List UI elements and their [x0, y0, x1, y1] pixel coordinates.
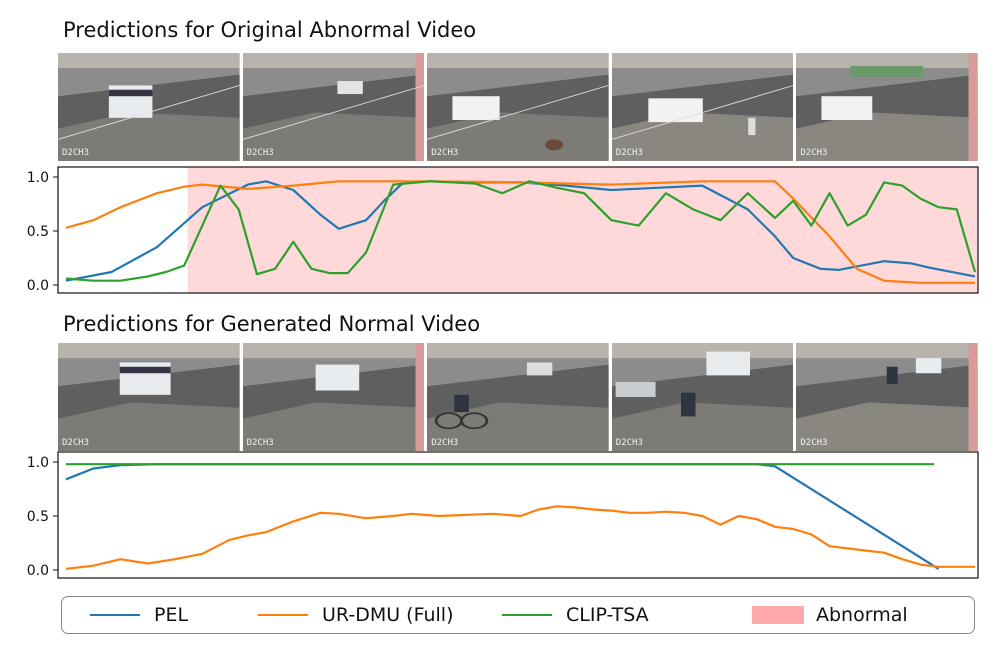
legend-line-cliptsa [502, 614, 552, 616]
video-frame: D2CH3 [611, 53, 794, 161]
y-tick-label: 1.0 [27, 455, 49, 471]
panel-2-title: Predictions for Generated Normal Video [63, 312, 481, 336]
chart-legend: PEL UR-DMU (Full) CLIP-TSA Abnormal [61, 596, 975, 634]
video-frame: D2CH3 [796, 343, 978, 451]
chart-panel-1: 0.0 0.5 1.0 [27, 166, 979, 294]
legend-label: Abnormal [816, 604, 908, 626]
legend-line-pel [90, 614, 140, 616]
frame-strip-abnormal: D2CH3 D2CH3 D2CH3 D2CH3 [58, 53, 978, 161]
legend-item-urdmu: UR-DMU (Full) [258, 597, 453, 633]
video-frame: D2CH3 [427, 343, 609, 451]
legend-label: UR-DMU (Full) [322, 604, 454, 626]
legend-item-cliptsa: CLIP-TSA [502, 597, 649, 633]
legend-label: CLIP-TSA [566, 604, 649, 626]
frame-caption: D2CH3 [62, 148, 90, 158]
frame-caption: D2CH3 [800, 148, 828, 158]
panel-1-title: Predictions for Original Abnormal Video [63, 18, 477, 42]
frame-caption: D2CH3 [615, 438, 643, 448]
frame-caption: D2CH3 [800, 438, 828, 448]
series-line-ur-dmu-full- [65, 505, 975, 570]
y-tick-label: 0.0 [27, 278, 49, 294]
y-tick-label: 0.5 [27, 509, 49, 525]
plot-frame [57, 451, 979, 579]
plot-frame [57, 166, 979, 294]
chart-panel-2: 0.0 0.5 1.0 [27, 451, 979, 579]
video-frame: D2CH3 [58, 53, 240, 161]
frame-caption: D2CH3 [431, 438, 459, 448]
video-frame: D2CH3 [242, 343, 425, 451]
y-tick-label: 0.5 [27, 224, 49, 240]
legend-item-abnormal: Abnormal [752, 597, 908, 633]
y-tick-label: 1.0 [27, 170, 49, 186]
video-frame: D2CH3 [242, 53, 425, 161]
video-frame: D2CH3 [58, 343, 240, 451]
frame-caption: D2CH3 [431, 148, 459, 158]
prediction-charts: 0.0 0.5 1.0 0.0 0.5 1.0 [27, 166, 979, 579]
legend-line-urdmu [258, 614, 308, 616]
series-line-clip-tsa [65, 180, 977, 282]
video-frame: D2CH3 [611, 343, 794, 451]
frame-caption: D2CH3 [246, 438, 274, 448]
frame-caption: D2CH3 [615, 148, 643, 158]
abnormal-region [187, 167, 979, 293]
frame-caption: D2CH3 [246, 148, 274, 158]
legend-item-pel: PEL [90, 597, 188, 633]
legend-label: PEL [154, 604, 189, 626]
frame-caption: D2CH3 [62, 438, 90, 448]
video-frame: D2CH3 [796, 53, 978, 161]
legend-patch-abnormal [752, 606, 804, 624]
frame-strip-normal: D2CH3 D2CH3 D2CH3 D2CH3 [58, 343, 978, 451]
y-tick-label: 0.0 [27, 563, 49, 579]
video-frame: D2CH3 [427, 53, 609, 161]
series-line-ur-dmu-full- [65, 180, 975, 284]
